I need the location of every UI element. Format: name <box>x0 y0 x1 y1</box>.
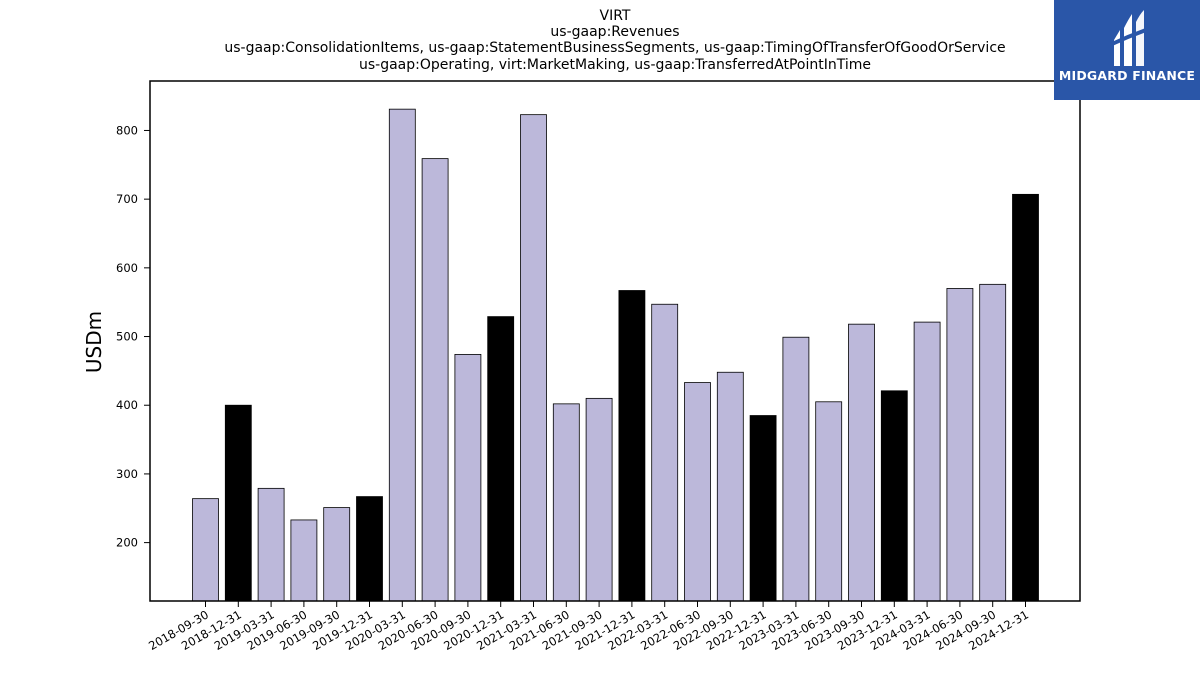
y-tick-label: 700 <box>116 192 138 206</box>
bar-2022-12-31 <box>749 415 777 602</box>
brand-logo: MIDGARD FINANCE <box>1054 0 1200 100</box>
logo-text: MIDGARD FINANCE <box>1058 68 1196 83</box>
bar-2020-03-31 <box>388 108 416 602</box>
bar-2023-06-30 <box>815 401 843 602</box>
chart-title-line-1: VIRT <box>599 8 631 24</box>
chart-title-line-4: us-gaap:Operating, virt:MarketMaking, us… <box>358 57 872 73</box>
bar-2023-09-30 <box>848 323 875 602</box>
bar-2020-09-30 <box>454 353 482 602</box>
y-axis: 200 300 400 500 600 700 800 <box>116 123 150 550</box>
bar-2021-09-30 <box>585 397 613 602</box>
bar-2019-12-31 <box>356 496 383 602</box>
midgard-logo-icon <box>1111 10 1147 66</box>
bar-2023-12-31 <box>880 390 908 602</box>
bar-2020-12-31 <box>487 316 515 602</box>
y-tick-label: 200 <box>116 536 138 550</box>
plot-frame <box>149 80 1081 602</box>
bars-group <box>192 108 1039 602</box>
bar-2024-09-30 <box>979 283 1007 602</box>
bar-2022-06-30 <box>684 382 711 602</box>
bar-2021-12-31 <box>618 290 646 602</box>
bar-2021-03-31 <box>520 114 547 602</box>
chart-title-line-2: us-gaap:Revenues <box>550 24 680 40</box>
y-tick-label: 500 <box>116 330 138 344</box>
chart-title-line-3: us-gaap:ConsolidationItems, us-gaap:Stat… <box>224 40 1006 56</box>
bar-2024-12-31 <box>1012 193 1039 602</box>
bar-2022-03-31 <box>651 303 679 602</box>
bar-2019-06-30 <box>290 519 318 602</box>
bar-2024-03-31 <box>913 321 941 602</box>
y-tick-label: 600 <box>116 261 138 275</box>
bar-2024-06-30 <box>946 288 974 602</box>
bar-2023-03-31 <box>782 336 810 602</box>
bar-2019-09-30 <box>323 507 351 602</box>
bar-2022-09-30 <box>716 371 744 602</box>
bar-2021-06-30 <box>552 403 580 602</box>
y-tick-label: 300 <box>116 467 138 481</box>
bar-2018-09-30 <box>192 498 219 602</box>
bar-2020-06-30 <box>421 158 449 602</box>
bar-2019-03-31 <box>257 487 285 602</box>
y-tick-label: 800 <box>116 123 138 137</box>
bar-2018-12-31 <box>224 404 252 602</box>
y-tick-label: 400 <box>116 398 138 412</box>
x-axis: 2018-09-302018-12-312019-03-312019-06-30… <box>146 601 1031 653</box>
